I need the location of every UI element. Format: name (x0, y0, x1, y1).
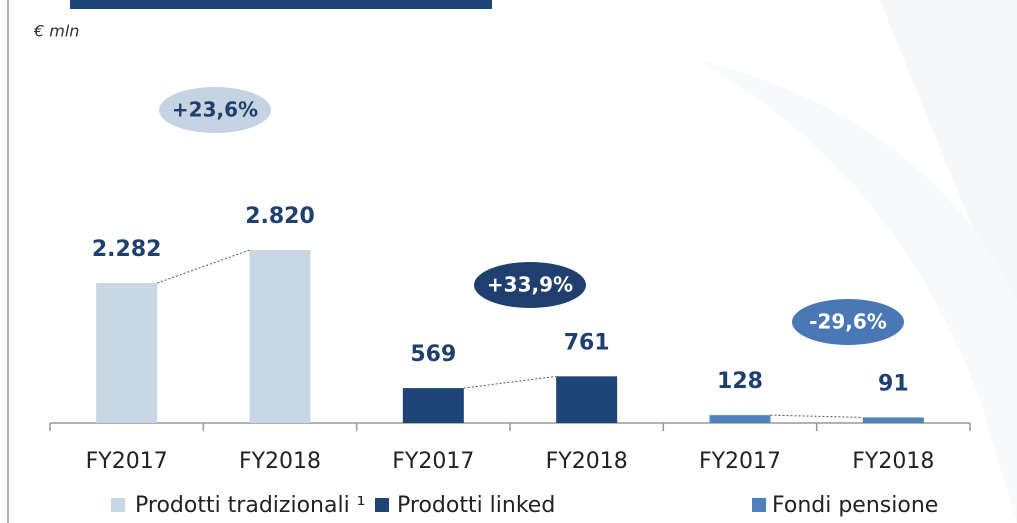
value-label: 569 (410, 342, 456, 367)
x-tick-label: FY2017 (86, 449, 168, 474)
x-tick-label: FY2018 (546, 449, 628, 474)
legend-swatch (752, 498, 766, 512)
bar (862, 417, 924, 423)
trend-connector (463, 375, 557, 389)
legend-label: Prodotti tradizionali ¹ (135, 493, 366, 518)
value-label: 91 (878, 371, 909, 396)
bar (556, 376, 618, 423)
annotation-bubble (792, 299, 904, 345)
legend-label: Prodotti linked (397, 493, 555, 518)
bar (709, 415, 771, 423)
value-label: 128 (717, 369, 763, 394)
annotation-bubble (159, 87, 271, 133)
value-label: 761 (564, 330, 610, 355)
bar (96, 283, 158, 423)
watermark (700, 60, 1017, 523)
legend-label: Fondi pensione (772, 493, 938, 518)
bar (402, 388, 464, 423)
annotation: -29,6% (809, 310, 887, 334)
annotation: +33,9% (487, 273, 573, 297)
annotation: +23,6% (172, 98, 258, 122)
value-label: 2.820 (245, 204, 315, 229)
legend-swatch (111, 498, 125, 512)
x-tick-label: FY2018 (239, 449, 321, 474)
annotation-bubble (474, 262, 586, 308)
legend-swatch (375, 498, 389, 512)
trend-connector (156, 249, 250, 284)
value-label: 2.282 (92, 237, 162, 262)
trend-connector (770, 414, 863, 418)
x-tick-label: FY2017 (699, 449, 781, 474)
subtitle: € mln (33, 22, 79, 41)
x-tick-label: FY2018 (852, 449, 934, 474)
x-tick-label: FY2017 (392, 449, 474, 474)
title-underline (70, 0, 492, 9)
bar (249, 250, 311, 423)
